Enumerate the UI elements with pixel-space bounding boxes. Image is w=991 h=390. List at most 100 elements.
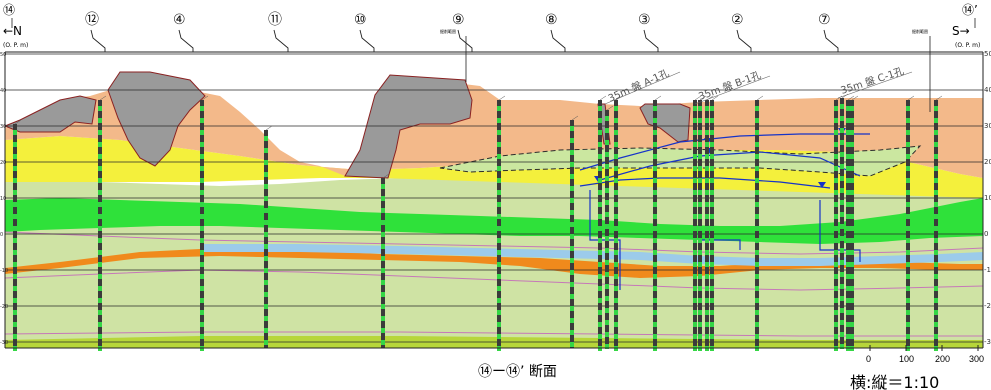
borehole-green-segment <box>497 142 501 147</box>
borehole-green-segment <box>570 198 574 203</box>
borehole-green-segment <box>698 274 702 279</box>
borehole-green-segment <box>200 226 204 231</box>
orange-gravel-band <box>5 248 983 278</box>
borehole-green-segment <box>906 130 910 135</box>
borehole-green-segment <box>698 238 702 243</box>
borehole-green-segment <box>570 162 574 167</box>
fill-top-layer <box>5 72 983 178</box>
borehole-green-segment <box>698 310 702 315</box>
borehole-green-segment <box>614 142 618 147</box>
borehole-green-segment <box>705 262 709 267</box>
borehole-green-segment <box>570 270 574 275</box>
borehole-green-segment <box>264 304 268 309</box>
borehole-green-segment <box>497 118 501 123</box>
borehole-green-segment <box>605 164 609 169</box>
borehole-green-segment <box>653 166 657 171</box>
borehole-green-segment <box>834 214 838 219</box>
borehole-green-segment <box>614 238 618 243</box>
borehole-green-segment <box>840 284 844 289</box>
borehole-green-segment <box>693 250 697 255</box>
borehole-green-segment <box>614 274 618 279</box>
borehole-green-segment <box>653 106 657 111</box>
borehole-green-segment <box>598 310 602 315</box>
stratigraphic-layers <box>3 71 983 348</box>
borehole-green-segment <box>98 298 102 303</box>
borehole-green-segment <box>605 320 609 325</box>
borehole-green-segment <box>934 274 938 279</box>
borehole-green-segment <box>840 104 844 109</box>
borehole-green-segment <box>755 334 759 339</box>
borehole-green-segment <box>598 202 602 207</box>
borehole-green-segment <box>710 310 714 315</box>
borehole-green-segment <box>13 130 17 135</box>
borehole-green-segment <box>381 196 385 201</box>
left-end-label: ⑭ <box>3 3 15 17</box>
borehole-green-segment <box>840 296 844 301</box>
borehole-green-segment <box>98 250 102 255</box>
borehole-column <box>850 100 854 348</box>
borehole-green-segment <box>755 286 759 291</box>
borehole-green-segment <box>598 142 602 147</box>
borehole-green-segment <box>840 248 844 253</box>
borehole-green-segment <box>381 208 385 213</box>
borehole-green-segment <box>698 190 702 195</box>
borehole-green-segment <box>598 106 602 111</box>
section-mark-label: ⑪ <box>268 12 282 28</box>
borehole-green-segment <box>570 330 574 335</box>
borehole-green-segment <box>98 226 102 231</box>
borehole-green-segment <box>200 334 204 339</box>
borehole-green-segment <box>605 248 609 253</box>
borehole-green-segment <box>710 130 714 135</box>
borehole-green-segment <box>840 164 844 169</box>
borehole-green-segment <box>705 226 709 231</box>
borehole-green-segment <box>755 178 759 183</box>
borehole-green-segment <box>98 130 102 135</box>
borehole-top-tick <box>265 125 273 131</box>
well-label-b1-rule <box>694 75 771 105</box>
borehole-green-segment <box>614 178 618 183</box>
borehole-green-segment <box>614 250 618 255</box>
borehole-green-segment <box>614 310 618 315</box>
borehole-green-segment <box>13 142 17 147</box>
borehole-green-segment <box>846 298 850 303</box>
borehole-green-segment <box>598 214 602 219</box>
borehole-green-segment <box>840 188 844 193</box>
borehole-green-segment <box>934 190 938 195</box>
borehole-green-segment <box>698 166 702 171</box>
borehole-green-segment <box>846 130 850 135</box>
borehole-green-segment <box>98 154 102 159</box>
borehole-green-segment <box>755 310 759 315</box>
borehole-green-segment <box>264 196 268 201</box>
borehole-green-segment <box>605 128 609 133</box>
borehole-green-segment <box>710 298 714 303</box>
borehole-column <box>934 100 938 348</box>
borehole-green-segment <box>497 334 501 339</box>
borehole-green-segment <box>850 190 854 195</box>
borehole-green-segment <box>605 260 609 265</box>
borehole-top-tick <box>571 115 579 121</box>
borehole-green-segment <box>846 334 850 339</box>
borehole-top-tick <box>694 95 702 101</box>
borehole-green-segment <box>693 190 697 195</box>
borehole-green-segment <box>98 310 102 315</box>
borehole-green-segment <box>98 274 102 279</box>
borehole-green-segment <box>693 154 697 159</box>
borehole-green-segment <box>906 202 910 207</box>
borehole-green-segment <box>705 106 709 111</box>
borehole-column <box>98 100 102 348</box>
borehole-top-tick <box>935 95 943 101</box>
borehole-green-segment <box>850 226 854 231</box>
borehole-green-segment <box>13 262 17 267</box>
borehole-green-segment <box>710 154 714 159</box>
borehole-green-segment <box>653 118 657 123</box>
borehole-green-segment <box>840 152 844 157</box>
borehole-green-segment <box>906 274 910 279</box>
borehole-green-segment <box>693 166 697 171</box>
borehole-green-segment <box>653 142 657 147</box>
borehole-green-segment <box>755 226 759 231</box>
borehole-green-segment <box>850 322 854 327</box>
borehole-column <box>13 124 17 348</box>
borehole-green-segment <box>705 238 709 243</box>
borehole-green-segment <box>605 272 609 277</box>
